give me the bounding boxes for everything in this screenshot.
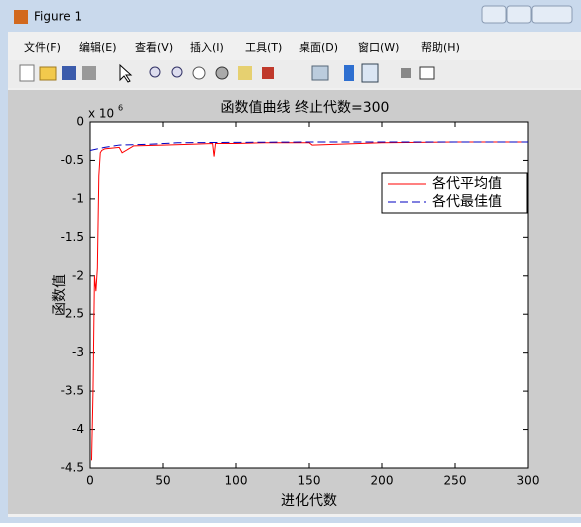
menu-item[interactable]: 桌面(D) xyxy=(299,41,338,54)
tool-select[interactable] xyxy=(119,63,133,83)
menu-item[interactable]: 查看(V) xyxy=(135,40,173,54)
x-tick-label: 300 xyxy=(517,474,540,488)
tool-show[interactable] xyxy=(419,66,435,80)
y-tick-label: -1 xyxy=(72,191,84,205)
toolbar-bg xyxy=(8,60,581,88)
chart-title: 函数值曲线 终止代数=300 xyxy=(221,100,390,116)
tool-rotate[interactable] xyxy=(215,66,229,80)
x-tick-label: 0 xyxy=(86,474,94,488)
menu-item[interactable]: 编辑(E) xyxy=(79,40,117,54)
menu-item[interactable]: 窗口(W) xyxy=(358,40,399,54)
legend-label: 各代最佳值 xyxy=(432,194,502,210)
menu-item[interactable]: 工具(T) xyxy=(245,41,282,54)
tool-colorbar[interactable] xyxy=(344,65,354,81)
tool-hide[interactable] xyxy=(401,68,411,78)
legend-box xyxy=(381,172,528,214)
tool-zoom-out[interactable] xyxy=(171,66,183,78)
plot: 0 50 100 150 200 250 300 0 -0.5 -1 -1.5 -2 -2.5 -3 -3.… xyxy=(61,115,540,488)
x-tick-label: 250 xyxy=(444,474,467,488)
y-tick-label: -2 xyxy=(72,268,84,282)
x-tick-label: 100 xyxy=(225,474,248,488)
y-axis-label: 函数值 xyxy=(52,274,68,316)
y-multiplier: x 10 xyxy=(88,107,114,121)
x-axis-label: 进化代数 xyxy=(281,493,337,509)
minimize-button[interactable] xyxy=(481,5,507,24)
tool-save[interactable] xyxy=(62,66,76,80)
line-series xyxy=(90,141,528,461)
y-tick-label: -0.5 xyxy=(61,153,84,167)
tool-brush[interactable] xyxy=(262,67,274,79)
menu-item[interactable]: 帮助(H) xyxy=(421,40,460,54)
tool-new[interactable] xyxy=(19,64,35,82)
menu-bar: 文件(F) 编辑(E) 查看(V) 插入(I) 工具(T) 桌面(D) 窗口(W) 帮助(H) xyxy=(24,40,460,54)
y-tick-label: -3.5 xyxy=(61,384,84,398)
line-series xyxy=(89,141,528,151)
x-tick-label: 150 xyxy=(298,474,321,488)
app-icon xyxy=(14,10,28,24)
menu-item[interactable]: 插入(I) xyxy=(190,40,224,54)
y-tick-label: -2.5 xyxy=(61,307,84,321)
x-tick-label: 50 xyxy=(155,474,170,488)
tool-zoom-in[interactable] xyxy=(149,66,161,78)
y-tick-label: -1.5 xyxy=(61,230,84,244)
legend-label: 各代平均值 xyxy=(432,176,502,192)
tool-print[interactable] xyxy=(82,66,96,80)
y-tick-label: 0 xyxy=(76,115,84,129)
tool-link[interactable] xyxy=(311,65,329,81)
tool-pan[interactable] xyxy=(192,66,206,80)
y-multiplier-exponent: 6 xyxy=(118,104,123,113)
window-title: Figure 1 xyxy=(34,10,82,24)
close-button[interactable] xyxy=(531,5,573,24)
y-tick-label: -4 xyxy=(72,422,84,436)
tool-datacursor[interactable] xyxy=(238,66,252,80)
tool-legend[interactable] xyxy=(361,63,379,83)
menu-item[interactable]: 文件(F) xyxy=(24,40,61,54)
maximize-button[interactable] xyxy=(506,5,532,24)
y-tick-label: -4.5 xyxy=(61,461,84,475)
toolbar xyxy=(8,60,581,88)
tool-open[interactable] xyxy=(39,66,57,81)
x-tick-label: 200 xyxy=(371,474,394,488)
y-tick-label: -3 xyxy=(72,345,84,359)
